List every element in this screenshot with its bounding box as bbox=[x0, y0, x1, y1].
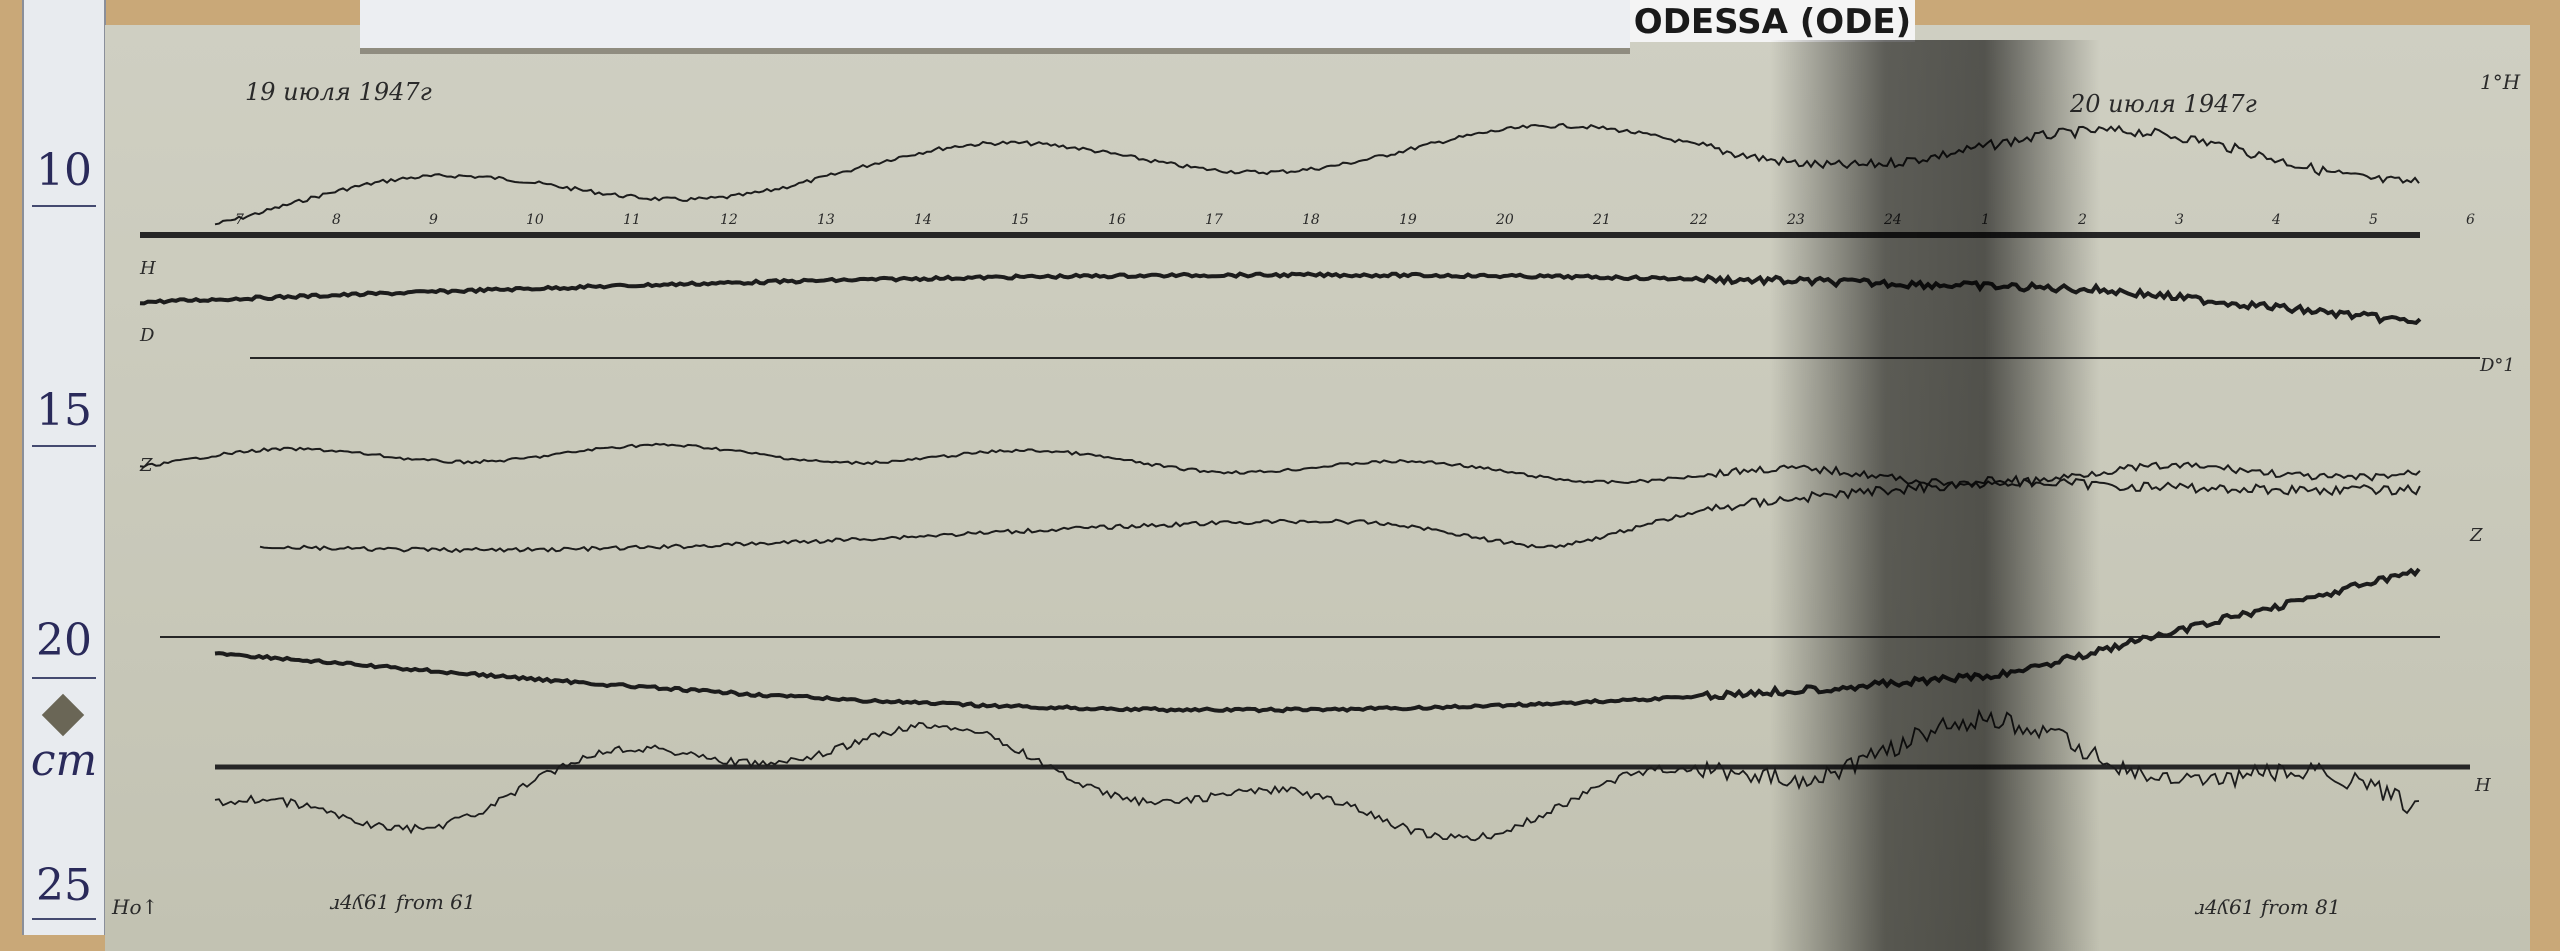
hour-mark: 22 bbox=[1689, 212, 1708, 228]
hour-mark: 11 bbox=[623, 212, 641, 228]
hour-mark: 15 bbox=[1011, 212, 1029, 228]
hour-mark: 6 bbox=[2466, 212, 2475, 228]
hour-mark: 18 bbox=[1302, 212, 1320, 228]
station-label: ODESSA (ODE) bbox=[1630, 0, 1915, 42]
d-left-label: D bbox=[140, 325, 155, 346]
date-end: 20 июля 1947г bbox=[2070, 90, 2257, 118]
hour-mark: 21 bbox=[1592, 212, 1611, 228]
hour-mark: 9 bbox=[429, 212, 438, 228]
ruler-mark-15: 15 bbox=[36, 385, 92, 436]
top-right-label: 1°H bbox=[2480, 70, 2521, 94]
date-start: 19 июля 1947г bbox=[245, 78, 432, 106]
centimeter-ruler: 10 15 20 cm 25 bbox=[22, 0, 106, 935]
ruler-tick bbox=[32, 445, 96, 447]
d-right-label: D°1 bbox=[2480, 355, 2515, 376]
hour-mark: 12 bbox=[720, 212, 738, 228]
overlay-sheet bbox=[360, 0, 1630, 54]
hour-mark: 20 bbox=[1495, 212, 1514, 228]
ruler-unit: cm bbox=[30, 735, 98, 786]
hour-mark: 8 bbox=[332, 212, 341, 228]
ruler-mark-20: 20 bbox=[36, 615, 92, 666]
z-right-label: Z bbox=[2470, 525, 2483, 546]
hour-mark: 19 bbox=[1399, 212, 1417, 228]
ruler-mark-10: 10 bbox=[36, 145, 92, 196]
ruler-mark-25: 25 bbox=[36, 860, 92, 911]
hour-mark: 4 bbox=[2271, 212, 2281, 228]
hour-mark: 14 bbox=[914, 212, 932, 228]
hour-mark: 3 bbox=[2175, 212, 2184, 228]
hour-mark: 10 bbox=[526, 212, 544, 228]
hour-mark: 5 bbox=[2369, 212, 2378, 228]
hour-mark: 16 bbox=[1108, 212, 1126, 228]
hour-mark: 13 bbox=[817, 212, 835, 228]
hour-mark: 17 bbox=[1205, 212, 1223, 228]
bottom-right-label: H bbox=[2475, 775, 2491, 796]
ruler-tick bbox=[32, 677, 96, 679]
h-left-label: H bbox=[140, 258, 156, 279]
exposure-shadow bbox=[1770, 40, 2100, 951]
hour-mark: 7 bbox=[235, 212, 244, 228]
bottom-note-right: ɹ4ʎ61 from 81 bbox=[2195, 895, 2341, 919]
bottom-note-left: ɹ4ʎ61 from 61 bbox=[330, 890, 476, 914]
ruler-tick bbox=[32, 918, 96, 920]
ho-label: Ho↑ bbox=[112, 895, 159, 919]
ruler-tick bbox=[32, 205, 96, 207]
